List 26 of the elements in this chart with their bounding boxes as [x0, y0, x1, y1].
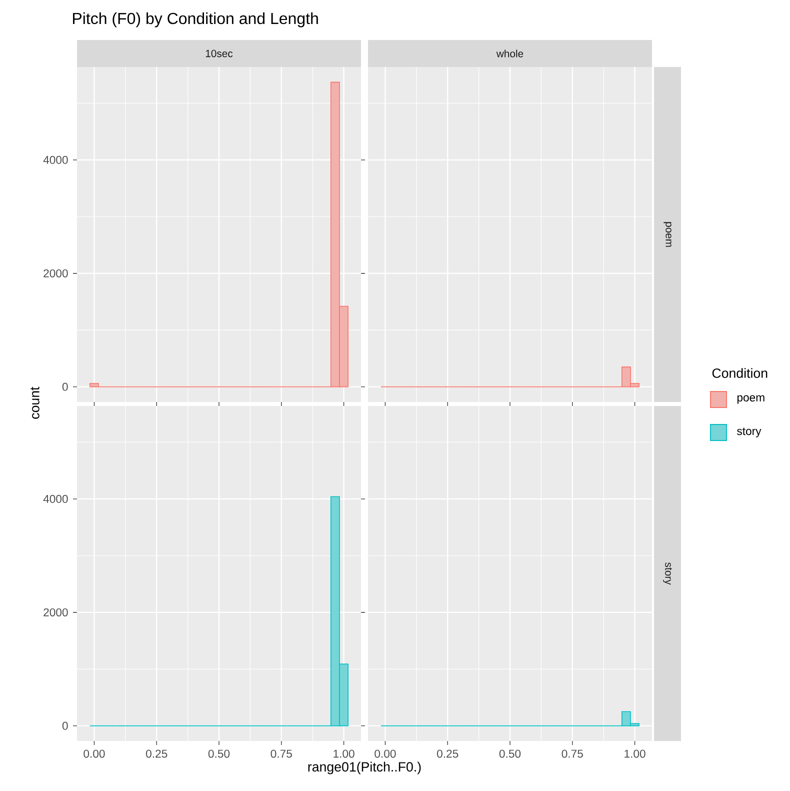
x-tick-label: 0.00 [84, 750, 105, 758]
y-tick-label: 2000 [44, 269, 68, 278]
y-tick-label: 4000 [43, 156, 68, 164]
y2-axis-title: poem [664, 222, 672, 247]
x-axis-title: range01(Pitch..F0.) [308, 762, 421, 774]
y-tick-label: 2000 [44, 608, 68, 616]
x-tick-label: 0.75 [270, 750, 292, 758]
x-tick-label: 0.25 [437, 750, 458, 758]
legend-label: poem [737, 395, 764, 404]
chart-subtitle: 10sec [206, 50, 233, 58]
y2-axis-title: story [663, 562, 672, 585]
chart-subtitle: whole [496, 50, 524, 58]
x-tick-label: 0.50 [208, 750, 230, 758]
y-tick-label: 4000 [43, 494, 68, 503]
legend-label: story [737, 428, 762, 438]
x-tick-label: 0.00 [374, 750, 396, 758]
x-tick-label: 0.25 [146, 750, 168, 758]
x-tick-label: 1.00 [624, 750, 646, 758]
y-tick-label: 0 [62, 722, 68, 730]
chart-title: Pitch (F0) by Condition and Length [73, 12, 318, 28]
y-axis-title: count [30, 386, 40, 419]
x-tick-label: 0.50 [499, 750, 521, 758]
y-tick-label: 0 [62, 382, 68, 391]
x-tick-label: 1.00 [334, 750, 354, 758]
legend-title: Condition [712, 368, 768, 378]
x-tick-label: 0.75 [562, 750, 583, 758]
